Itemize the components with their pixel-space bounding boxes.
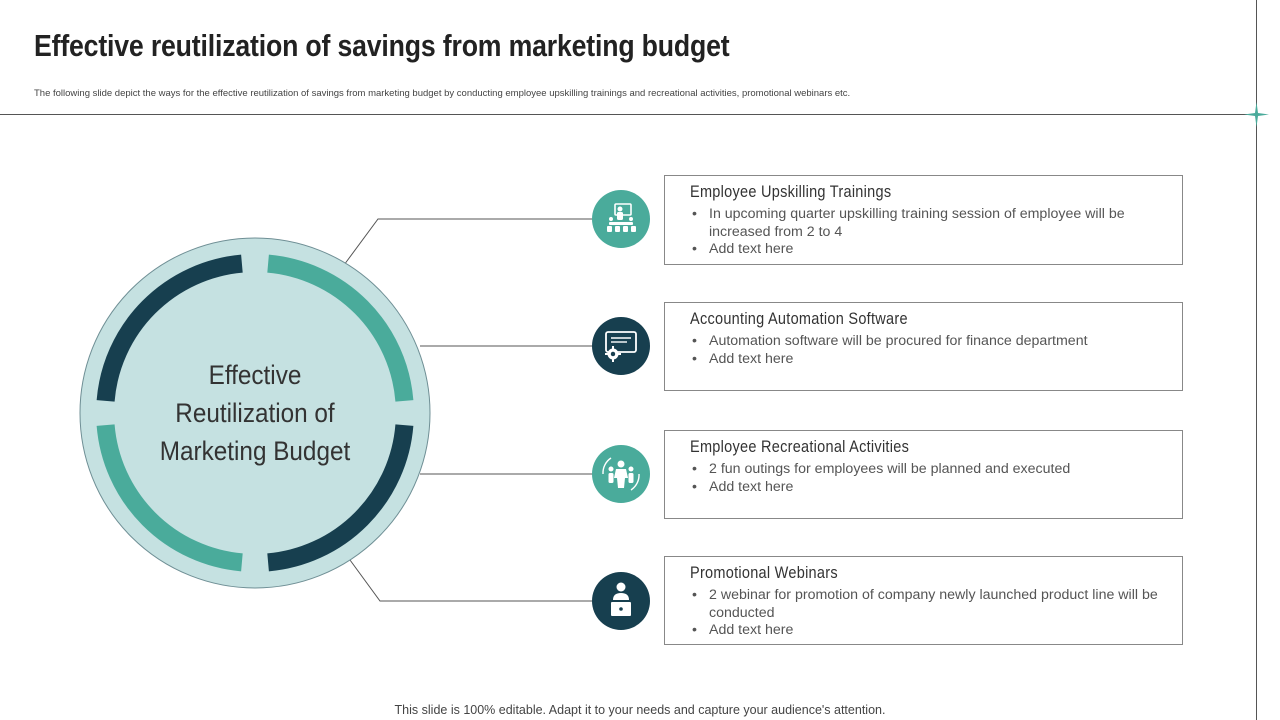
monitor-gear-icon [605,331,637,362]
slide-subtitle: The following slide depict the ways for … [34,88,851,99]
ring-segment-top-right [267,254,414,402]
center-circle [79,237,431,589]
bullet-item: Add text here [690,241,1162,259]
connector-4 [349,559,596,602]
bullet-item: Add text here [690,479,1162,497]
bullet-item: 2 webinar for promotion of company newly… [690,587,1162,622]
bullet-list: 2 fun outings for employees will be plan… [690,461,1162,496]
card-title: Promotional Webinars [690,564,838,582]
icon-badge-1 [592,190,650,248]
card-title: Employee Recreational Activities [690,438,910,456]
card-recreational-activities: Employee Recreational Activities 2 fun o… [664,430,1183,519]
footer-note: This slide is 100% editable. Adapt it to… [394,703,886,717]
card-accounting-automation: Accounting Automation Software Automatio… [664,302,1183,391]
card-title: Employee Upskilling Trainings [690,183,892,201]
ring-segment-bottom-right [267,424,414,572]
connector-lines [343,218,596,602]
center-line-3: Marketing Budget [159,436,351,466]
bullet-list: Automation software will be procured for… [690,333,1162,368]
icon-badge-4 [592,572,650,630]
bullet-item: In upcoming quarter upskilling training … [690,206,1162,241]
card-employee-upskilling: Employee Upskilling Trainings In upcomin… [664,175,1183,265]
right-border-line [1256,0,1257,720]
bullet-list: 2 webinar for promotion of company newly… [690,587,1162,640]
icon-badge-3 [592,445,650,503]
slide-title: Effective reutilization of savings from … [34,28,730,63]
header-divider [0,114,1257,115]
bullet-item: Add text here [690,622,1162,640]
icon-badge-2 [592,317,650,375]
bullet-list: In upcoming quarter upskilling training … [690,206,1162,259]
ring-segment-bottom-left [96,424,243,572]
people-celebrate-icon [602,457,640,491]
center-line-2: Reutilization of [175,398,335,428]
connector-1 [343,218,596,266]
webinar-presenter-icon [611,582,631,616]
card-title: Accounting Automation Software [690,310,908,328]
card-promotional-webinars: Promotional Webinars 2 webinar for promo… [664,556,1183,645]
ring-segment-top-left [96,254,243,402]
bullet-item: Automation software will be procured for… [690,333,1162,351]
training-presentation-icon [607,203,636,232]
bullet-item: Add text here [690,351,1162,369]
bullet-item: 2 fun outings for employees will be plan… [690,461,1162,479]
sparkle-icon [1244,102,1269,127]
center-line-1: Effective [208,360,302,390]
ring-segments [96,254,414,572]
center-label: Effective Reutilization of Marketing Bud… [143,356,368,470]
